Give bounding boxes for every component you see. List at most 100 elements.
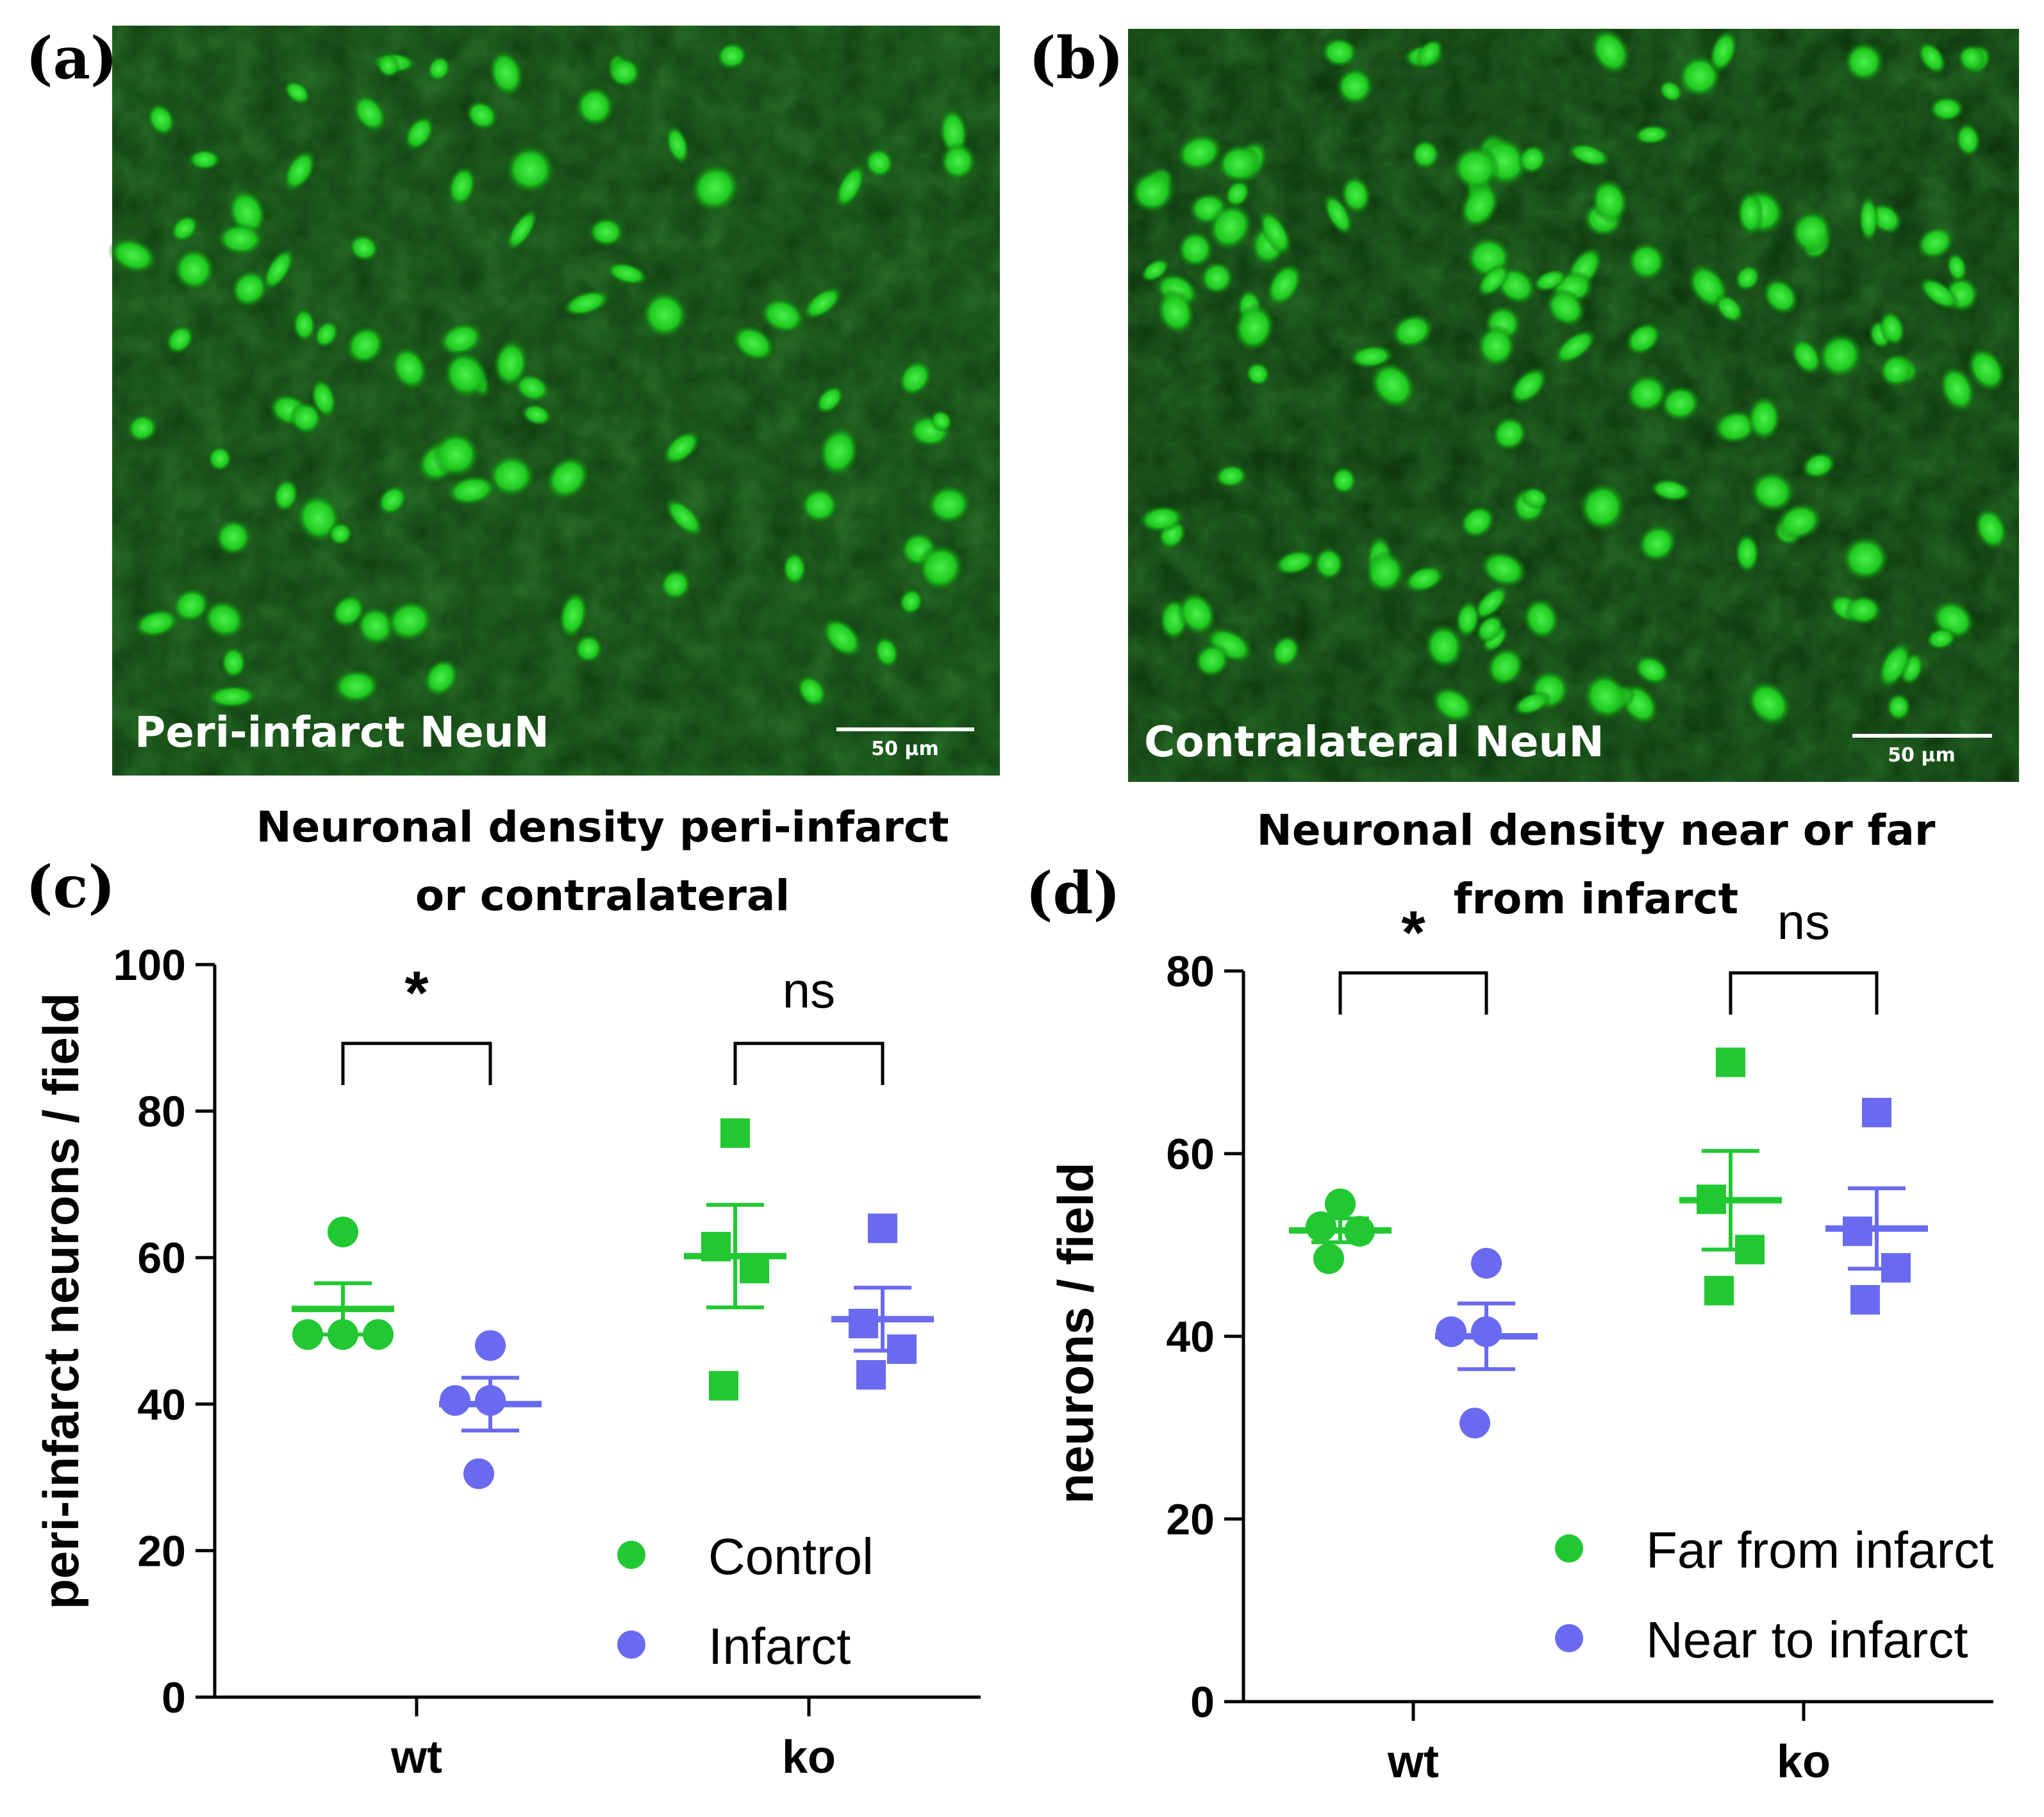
neuron-cell <box>561 289 612 317</box>
neuron-cell <box>1472 585 1509 622</box>
neuron-cell <box>1522 597 1561 641</box>
neuron-cell <box>348 233 379 262</box>
legend-marker <box>1555 1534 1583 1563</box>
significance-label: ns <box>1777 893 1830 950</box>
neuron-cell <box>661 429 701 466</box>
neuron-cell <box>799 486 840 524</box>
neuron-cell <box>1340 174 1372 215</box>
neuron-cell <box>929 409 953 433</box>
neuron-cell <box>731 324 776 363</box>
neuron-cell <box>1736 190 1765 237</box>
neuron-cell <box>1633 124 1672 145</box>
y-tick-label: 100 <box>113 941 186 990</box>
micrograph-a: Peri-infarct NeuN 50 µm <box>108 26 1000 776</box>
neuron-cell <box>170 214 199 243</box>
panel-letter-b: (b) <box>1029 24 1124 92</box>
neuron-cell <box>351 93 388 133</box>
chart-d: Neuronal density near or far from infarc… <box>1047 806 1993 1788</box>
neuron-cell <box>1129 169 1177 215</box>
neuron-cell <box>403 115 435 152</box>
neuron-cell <box>272 477 299 513</box>
data-point-circle <box>328 1216 358 1248</box>
neuron-cell <box>820 616 863 659</box>
x-tick-label-wt: wt <box>1387 1736 1439 1788</box>
neuron-cell <box>917 543 965 592</box>
neuron-cell <box>1636 523 1678 563</box>
neuron-cell <box>873 635 900 669</box>
micrograph-b-label: Contralateral NeuN <box>1144 717 1604 767</box>
neuron-cell <box>1177 590 1217 637</box>
neuron-cell <box>1459 181 1500 230</box>
neuron-cell <box>133 608 181 638</box>
neuron-cell <box>1313 546 1345 581</box>
y-tick-label: 60 <box>1166 1130 1215 1179</box>
neuron-cell <box>1957 44 1986 73</box>
neuron-cell <box>1245 361 1271 387</box>
neuron-cell <box>1761 277 1800 316</box>
chart-c-title-line-2: or contralateral <box>415 871 790 920</box>
data-point-circle <box>1325 1188 1356 1220</box>
chart-c: Neuronal density peri-infarct or contral… <box>33 802 981 1783</box>
neuron-cell <box>1746 394 1782 442</box>
neuron-cell <box>1545 288 1587 328</box>
neuron-cell <box>1578 481 1627 533</box>
neuron-cell <box>1775 502 1824 542</box>
legend-label: Near to infarct <box>1646 1611 1968 1668</box>
data-point-circle <box>463 1458 494 1489</box>
neuron-cell <box>146 103 176 137</box>
neuron-cell <box>1320 36 1359 69</box>
neuron-cell <box>604 261 649 286</box>
micrograph-b: Contralateral NeuN 50 µm <box>1128 27 2019 782</box>
neuron-cell <box>465 99 499 131</box>
neuron-cell <box>1877 640 1913 690</box>
neuron-cell <box>926 484 972 526</box>
neuron-cell <box>781 551 808 586</box>
neuron-cell <box>1485 646 1525 688</box>
neuron-cell <box>1714 293 1745 324</box>
neuron-cell <box>1175 133 1224 172</box>
neuron-cell <box>665 124 690 165</box>
neuron-cell <box>207 445 233 472</box>
neuron-cell <box>1138 504 1185 533</box>
neuron-cell <box>1790 209 1834 255</box>
neuron-cell <box>1816 332 1864 379</box>
neuron-cell <box>1193 642 1231 679</box>
neuron-cell <box>897 359 933 397</box>
significance-label: ns <box>783 962 835 1018</box>
neuron-cell <box>220 645 247 680</box>
micrograph-a-cells <box>108 42 977 709</box>
neuron-cell <box>1734 532 1760 574</box>
neuron-cell <box>438 321 485 357</box>
data-point-circle <box>1313 1243 1344 1274</box>
data-point-circle <box>440 1385 470 1416</box>
neuron-cell <box>202 599 247 640</box>
neuron-cell <box>1213 463 1249 489</box>
neuron-cell <box>165 324 195 355</box>
neuron-cell <box>283 79 312 105</box>
neuron-cell <box>1216 143 1261 185</box>
y-tick-label: 0 <box>1190 1678 1215 1727</box>
significance-bracket <box>1729 971 1879 1015</box>
neuron-cell <box>1843 40 1885 83</box>
data-point-circle <box>475 1330 506 1361</box>
neuron-cell <box>1886 692 1912 722</box>
neuron-cell <box>390 345 429 392</box>
significance-bracket <box>1338 971 1488 1015</box>
y-tick-label: 80 <box>1166 947 1215 996</box>
data-point-square <box>1716 1047 1745 1077</box>
neuron-cell <box>1790 337 1823 376</box>
neuron-cell <box>431 430 481 479</box>
neuron-cell <box>1450 144 1500 192</box>
neuron-cell <box>1517 144 1548 175</box>
neuron-cell <box>1938 364 1977 413</box>
neuron-cell <box>1369 360 1417 411</box>
neuron-cell <box>1476 263 1511 298</box>
y-tick-label: 40 <box>137 1381 186 1429</box>
neuron-cell <box>377 484 408 517</box>
y-tick-label: 0 <box>162 1673 186 1722</box>
neuron-cell <box>1840 535 1891 583</box>
neuron-cell <box>1552 328 1598 365</box>
neuron-cell <box>1878 310 1906 347</box>
neuron-cell <box>488 49 525 98</box>
neuron-cell <box>1843 594 1883 626</box>
